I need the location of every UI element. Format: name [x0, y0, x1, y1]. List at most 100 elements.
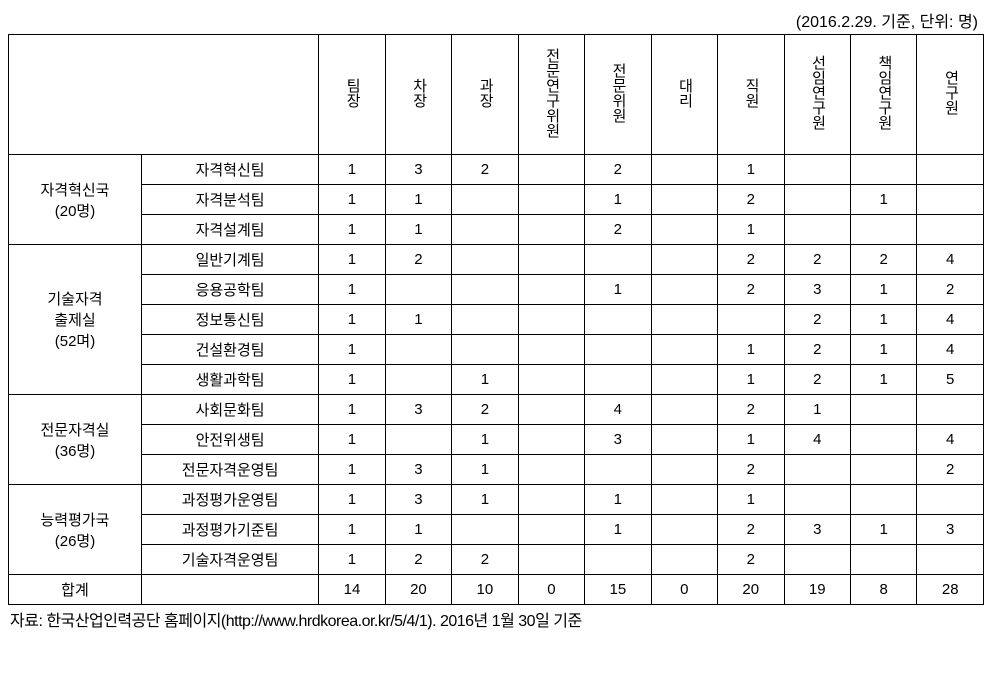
value-cell: 2 [452, 545, 518, 575]
value-cell: 1 [319, 185, 385, 215]
value-cell: 5 [917, 365, 984, 395]
table-row: 생활과학팀111215 [9, 365, 984, 395]
value-cell [917, 395, 984, 425]
value-cell: 4 [917, 425, 984, 455]
table-row: 기술자격 출제실 (52며)일반기계팀122224 [9, 245, 984, 275]
value-cell [718, 305, 784, 335]
value-cell: 2 [718, 545, 784, 575]
value-cell: 1 [718, 215, 784, 245]
team-cell: 과정평가운영팀 [141, 485, 318, 515]
value-cell: 1 [319, 545, 385, 575]
value-cell [784, 455, 850, 485]
value-cell: 1 [718, 485, 784, 515]
value-cell: 1 [718, 425, 784, 455]
group-cell: 기술자격 출제실 (52며) [9, 245, 142, 395]
total-cell: 20 [718, 575, 784, 605]
total-cell: 15 [585, 575, 651, 605]
group-cell: 자격혁신국 (20명) [9, 155, 142, 245]
value-cell: 4 [784, 425, 850, 455]
value-cell: 3 [385, 485, 451, 515]
value-cell: 2 [718, 455, 784, 485]
team-cell: 자격설계팀 [141, 215, 318, 245]
table-source: 자료: 한국산업인력공단 홈페이지(http://www.hrdkorea.or… [8, 607, 984, 631]
value-cell [917, 485, 984, 515]
value-cell [651, 245, 717, 275]
table-row: 자격설계팀1121 [9, 215, 984, 245]
value-cell [385, 365, 451, 395]
value-cell: 1 [319, 425, 385, 455]
value-cell [518, 515, 584, 545]
value-cell [917, 185, 984, 215]
value-cell: 4 [917, 305, 984, 335]
value-cell: 1 [319, 245, 385, 275]
value-cell: 1 [585, 185, 651, 215]
value-cell [585, 455, 651, 485]
total-cell: 0 [651, 575, 717, 605]
value-cell [651, 335, 717, 365]
value-cell [651, 155, 717, 185]
value-cell [385, 335, 451, 365]
group-cell: 능력평가국 (26명) [9, 485, 142, 575]
value-cell [518, 485, 584, 515]
value-cell [518, 305, 584, 335]
total-cell: 19 [784, 575, 850, 605]
group-cell: 전문자격실 (36명) [9, 395, 142, 485]
value-cell: 1 [452, 365, 518, 395]
value-cell: 1 [718, 335, 784, 365]
value-cell [784, 215, 850, 245]
table-row: 과정평가기준팀1112313 [9, 515, 984, 545]
col-header: 과장 [452, 35, 518, 155]
value-cell: 1 [585, 275, 651, 305]
value-cell [452, 215, 518, 245]
value-cell [518, 335, 584, 365]
value-cell [385, 425, 451, 455]
value-cell: 3 [585, 425, 651, 455]
value-cell [585, 335, 651, 365]
value-cell: 3 [385, 455, 451, 485]
total-cell: 8 [850, 575, 916, 605]
value-cell: 2 [385, 545, 451, 575]
value-cell [850, 395, 916, 425]
total-cell: 10 [452, 575, 518, 605]
value-cell [585, 305, 651, 335]
value-cell: 2 [718, 275, 784, 305]
value-cell [651, 305, 717, 335]
value-cell [518, 395, 584, 425]
team-cell: 생활과학팀 [141, 365, 318, 395]
value-cell [651, 545, 717, 575]
value-cell [585, 365, 651, 395]
value-cell: 1 [385, 215, 451, 245]
col-header: 연구원 [917, 35, 984, 155]
table-caption: (2016.2.29. 기준, 단위: 명) [8, 8, 984, 32]
value-cell [518, 425, 584, 455]
table-row: 자격혁신국 (20명)자격혁신팀13221 [9, 155, 984, 185]
value-cell: 2 [718, 245, 784, 275]
value-cell [518, 215, 584, 245]
value-cell [651, 455, 717, 485]
team-cell: 기술자격운영팀 [141, 545, 318, 575]
value-cell: 2 [452, 395, 518, 425]
col-header: 전문위원 [585, 35, 651, 155]
value-cell [651, 395, 717, 425]
value-cell [518, 545, 584, 575]
value-cell: 4 [917, 335, 984, 365]
value-cell: 2 [850, 245, 916, 275]
team-cell: 안전위생팀 [141, 425, 318, 455]
value-cell: 2 [718, 185, 784, 215]
team-cell: 전문자격운영팀 [141, 455, 318, 485]
table-row: 응용공학팀112312 [9, 275, 984, 305]
value-cell: 1 [319, 515, 385, 545]
value-cell: 2 [917, 455, 984, 485]
value-cell: 1 [319, 155, 385, 185]
value-cell: 4 [585, 395, 651, 425]
value-cell: 1 [385, 185, 451, 215]
value-cell [850, 425, 916, 455]
value-cell [452, 185, 518, 215]
value-cell [452, 515, 518, 545]
value-cell [784, 185, 850, 215]
value-cell: 1 [319, 335, 385, 365]
value-cell [784, 155, 850, 185]
total-cell: 28 [917, 575, 984, 605]
total-label: 합계 [9, 575, 142, 605]
value-cell: 1 [385, 515, 451, 545]
